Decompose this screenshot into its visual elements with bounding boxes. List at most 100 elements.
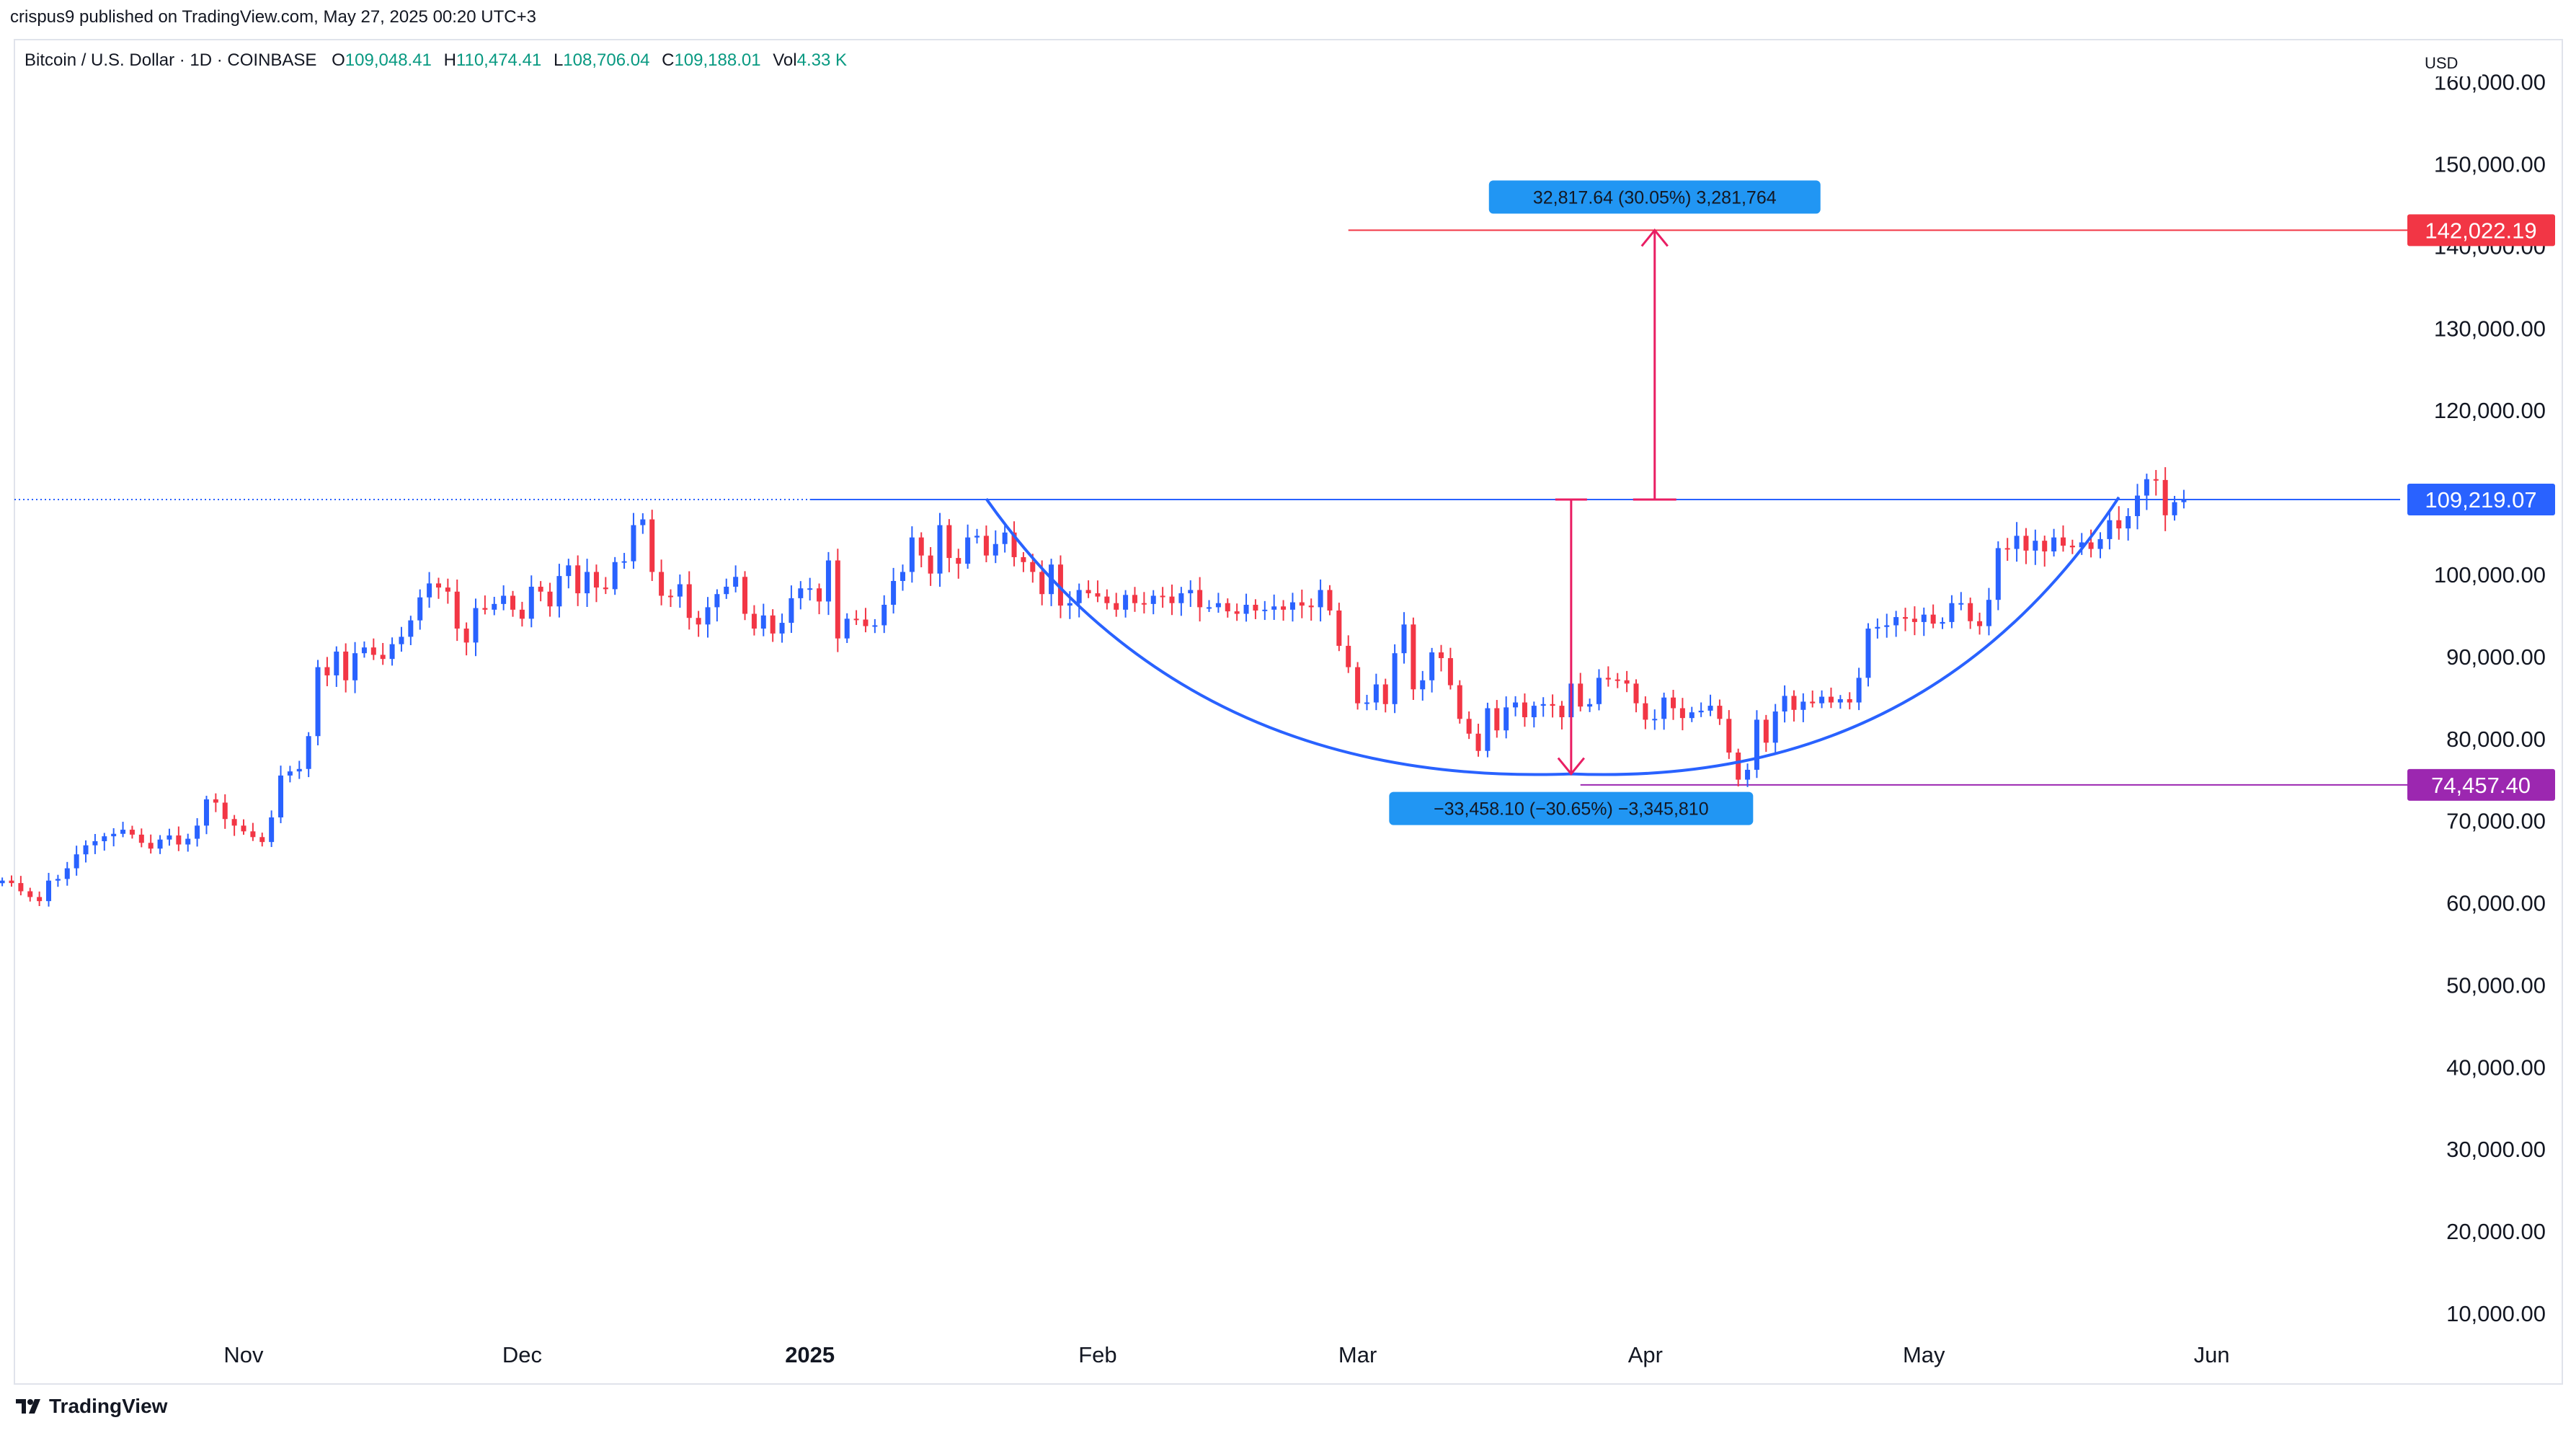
symbol-legend: Bitcoin / U.S. Dollar · 1D · COINBASE O1…: [25, 50, 847, 71]
brand-name: TradingView: [49, 1395, 168, 1417]
candle-body: [1160, 595, 1165, 598]
candle-body: [1940, 621, 1945, 624]
candle-body: [1865, 629, 1871, 678]
candle-body: [343, 651, 349, 680]
candle-body: [909, 537, 915, 572]
candle-body: [259, 837, 265, 843]
candle-body: [1095, 593, 1101, 597]
measure-down-arrowhead: [1557, 757, 1586, 776]
candle-body: [547, 591, 553, 607]
candle-body: [575, 565, 581, 594]
candle-body: [974, 536, 980, 538]
candle-body: [296, 768, 302, 772]
candle-body: [1828, 696, 1834, 703]
high-label: H: [443, 50, 456, 70]
candle-body: [1522, 702, 1527, 718]
current-price-badge: [2407, 484, 2555, 516]
candle-body: [1921, 614, 1927, 622]
y-tick-label: 20,000.00: [2446, 1219, 2546, 1244]
candle-body: [37, 897, 43, 902]
y-tick-label: 130,000.00: [2434, 316, 2546, 341]
candle-body: [751, 613, 757, 629]
candle-body: [1652, 719, 1658, 721]
candle-body: [1447, 658, 1453, 686]
candle-body: [1810, 701, 1816, 704]
candle-body: [1475, 733, 1481, 751]
candle-body: [1995, 548, 2001, 600]
candle-body: [1949, 603, 1955, 622]
currency-button[interactable]: USD: [2417, 50, 2482, 76]
open-label: O: [332, 50, 345, 70]
measure-down-callout-box: [1389, 791, 1754, 825]
candle-body: [361, 647, 367, 654]
candle-body: [129, 830, 135, 835]
y-tick-label: 120,000.00: [2434, 398, 2546, 423]
candle-body: [2126, 516, 2131, 529]
x-tick-label: Feb: [1078, 1342, 1116, 1367]
candle-body: [1671, 697, 1676, 709]
candle-body: [1819, 696, 1825, 704]
cup-curve: [985, 496, 2120, 776]
low-price-badge: [2407, 768, 2555, 801]
candle-body: [1336, 610, 1342, 646]
candle-body: [2079, 542, 2084, 548]
candle-body: [1605, 678, 1611, 680]
candle-body: [166, 835, 172, 840]
candle-body: [928, 555, 933, 574]
candle-body: [2097, 538, 2103, 549]
symbol-name: Bitcoin / U.S. Dollar · 1D · COINBASE: [25, 50, 317, 70]
candle-body: [1429, 652, 1435, 680]
candle-body: [1624, 680, 1630, 684]
candle-body: [324, 667, 330, 675]
x-tick-label: Jun: [2194, 1342, 2230, 1367]
candle-body: [1150, 595, 1156, 604]
candle-body: [1373, 684, 1379, 703]
candle-body: [389, 644, 395, 660]
y-tick-label: 90,000.00: [2446, 644, 2546, 670]
candle-body: [1745, 769, 1751, 780]
candle-body: [64, 868, 70, 879]
candle-body: [835, 560, 840, 639]
candle-body: [566, 565, 572, 577]
candle-body: [1067, 603, 1072, 606]
candle-body: [1215, 603, 1221, 608]
y-tick-label: 70,000.00: [2446, 809, 2546, 834]
candle-body: [55, 879, 61, 881]
candle-body: [1308, 605, 1314, 608]
candle-body: [603, 587, 608, 590]
candle-body: [1540, 704, 1546, 706]
tradingview-brand[interactable]: TradingView: [14, 1395, 167, 1418]
candle-body: [825, 560, 831, 602]
candle-body: [1123, 595, 1129, 610]
candle-body: [946, 525, 952, 559]
candle-body: [463, 629, 469, 643]
candle-body: [482, 608, 488, 610]
candle-body: [817, 588, 822, 602]
candle-body: [1717, 706, 1723, 719]
candle-body: [1104, 596, 1110, 603]
candle-body: [1754, 719, 1759, 770]
candle-body: [195, 825, 200, 839]
candle-body: [742, 577, 748, 614]
candle-body: [250, 831, 256, 838]
candle-body: [92, 841, 98, 846]
candle-body: [621, 561, 627, 563]
tradingview-logo-icon: [16, 1399, 40, 1414]
x-tick-label: Dec: [502, 1342, 542, 1367]
candle-body: [269, 817, 275, 843]
candle-body: [1457, 685, 1462, 719]
volume-value: 4.33 K: [796, 50, 847, 70]
candle-body: [1057, 564, 1063, 606]
low-label: L: [553, 50, 564, 70]
candle-body: [1559, 706, 1565, 718]
candle-body: [1355, 667, 1361, 704]
candle-body: [213, 799, 218, 803]
candle-body: [1011, 532, 1017, 557]
candle-body: [1837, 698, 1843, 703]
candle-body: [102, 836, 107, 841]
candle-body: [1504, 707, 1509, 731]
candle-body: [83, 845, 89, 855]
candle-body: [380, 655, 386, 660]
candle-body: [733, 577, 739, 587]
